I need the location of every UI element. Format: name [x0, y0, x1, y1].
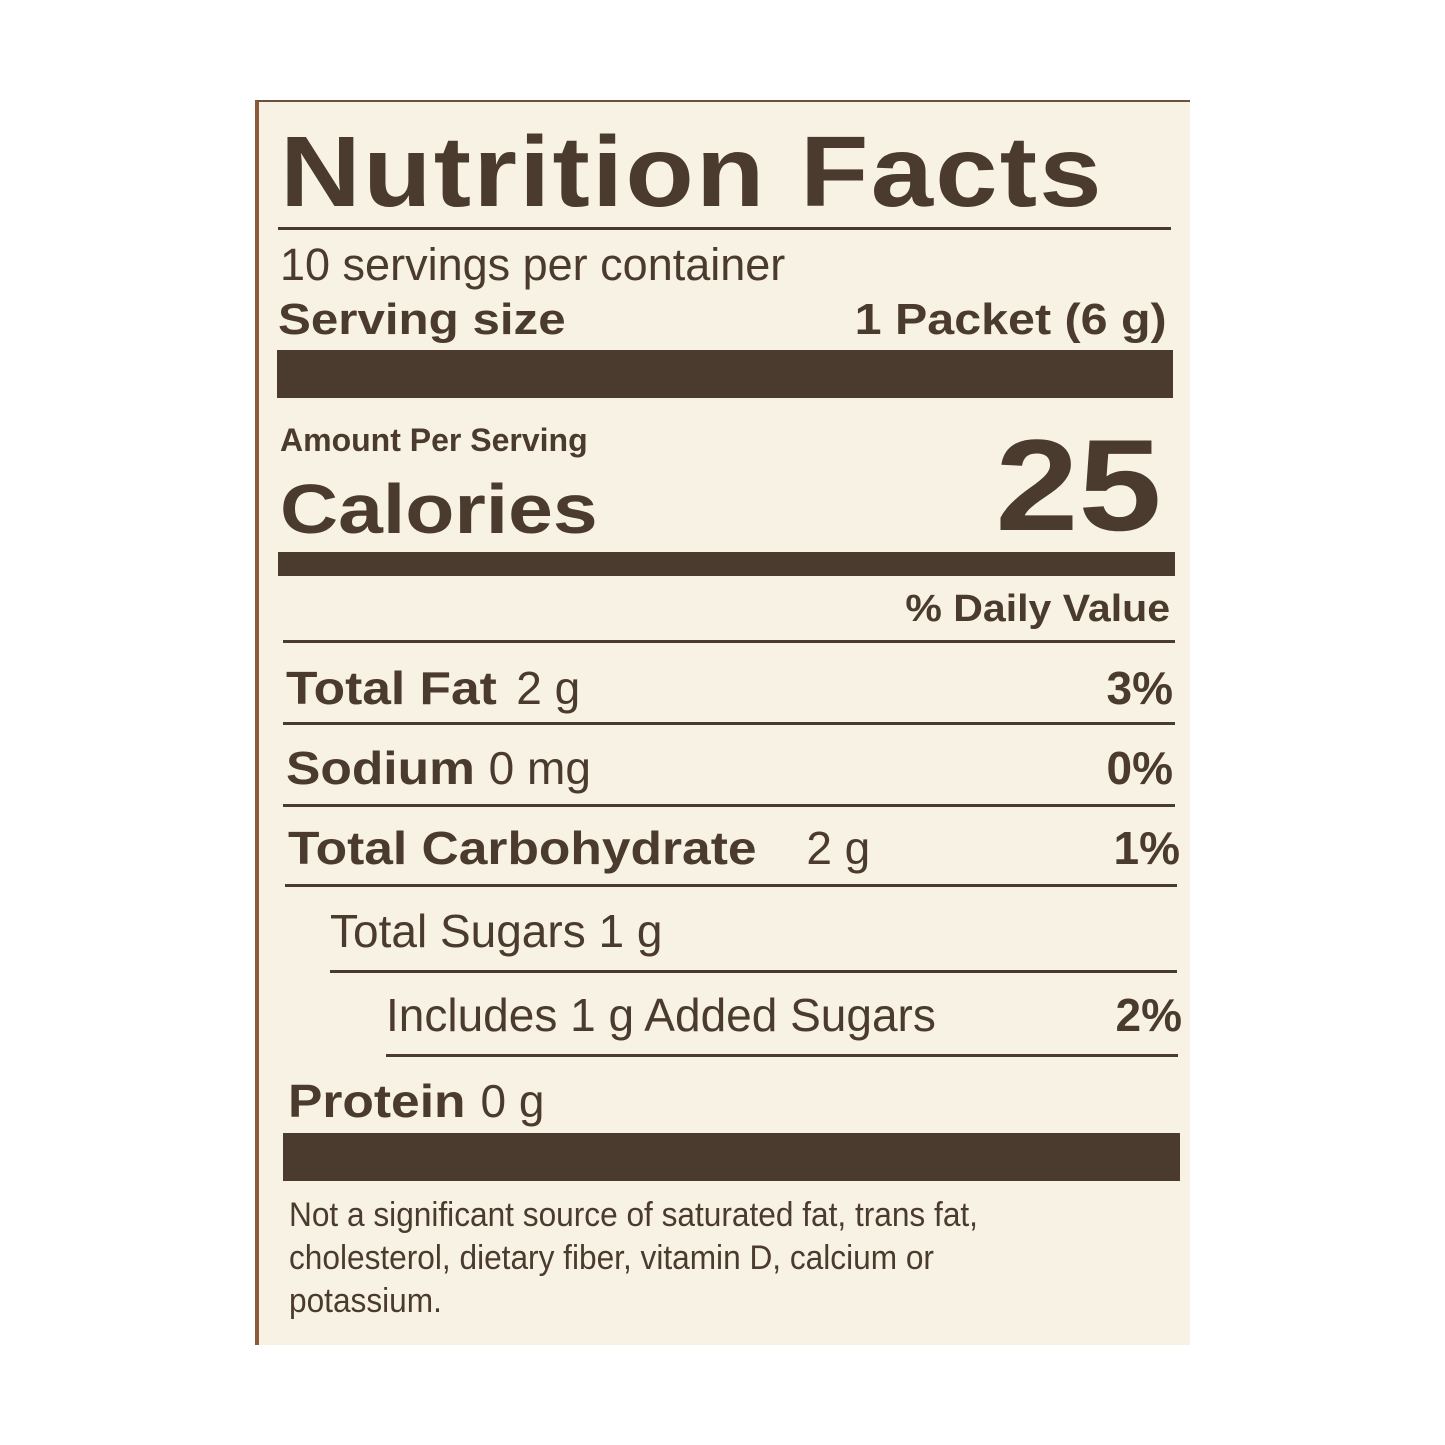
rule: [283, 722, 1175, 725]
medium-bar: [278, 552, 1175, 576]
rule: [386, 1054, 1178, 1057]
nutrient-dv: 2%: [1115, 989, 1182, 1041]
nutrient-row-total-sugars: Total Sugars 1 g: [330, 905, 663, 957]
thick-bar: [277, 350, 1173, 398]
nutrient-row-total-carbohydrate: Total Carbohydrate 2 g: [288, 825, 870, 871]
title-rule: [278, 227, 1171, 230]
nutrient-row-sodium: Sodium 0 mg: [286, 745, 591, 791]
nutrient-amount: 2 g: [806, 822, 871, 874]
daily-value-header: % Daily Value: [905, 588, 1170, 630]
nutrient-dv: 3%: [1106, 662, 1173, 714]
label-title: Nutrition Facts: [280, 116, 1104, 228]
nutrient-amount: 0 mg: [488, 742, 591, 794]
nutrient-name: Total Carbohydrate: [288, 822, 757, 874]
nutrient-amount: 0 g: [480, 1075, 545, 1127]
nutrient-dv: 1%: [1113, 822, 1180, 874]
amount-per-serving: Amount Per Serving: [280, 422, 588, 458]
serving-size-label: Serving size: [278, 295, 566, 344]
footnote-line: Not a significant source of saturated fa…: [289, 1196, 978, 1234]
calories-value: 25: [995, 412, 1162, 558]
footnote-line: cholesterol, dietary fiber, vitamin D, c…: [289, 1239, 934, 1277]
rule: [330, 970, 1177, 973]
serving-size-value: 1 Packet (6 g): [854, 295, 1167, 344]
calories-label: Calories: [280, 470, 598, 548]
rule: [283, 804, 1175, 807]
nutrient-name: Total Fat: [286, 662, 497, 714]
footnote-line: potassium.: [289, 1282, 442, 1320]
nutrient-name: Sodium: [286, 742, 475, 794]
thick-bar: [283, 1133, 1180, 1181]
rule: [285, 884, 1177, 887]
nutrient-name: Protein: [288, 1075, 466, 1127]
nutrient-amount: 2 g: [516, 662, 581, 714]
rule: [283, 640, 1175, 643]
nutrient-row-protein: Protein 0 g: [288, 1078, 544, 1124]
nutrient-row-added-sugars: Includes 1 g Added Sugars: [386, 989, 936, 1041]
nutrient-dv: 0%: [1106, 742, 1173, 794]
servings-per-container: 10 servings per container: [280, 239, 786, 290]
nutrient-row-total-fat: Total Fat 2 g: [286, 665, 580, 711]
